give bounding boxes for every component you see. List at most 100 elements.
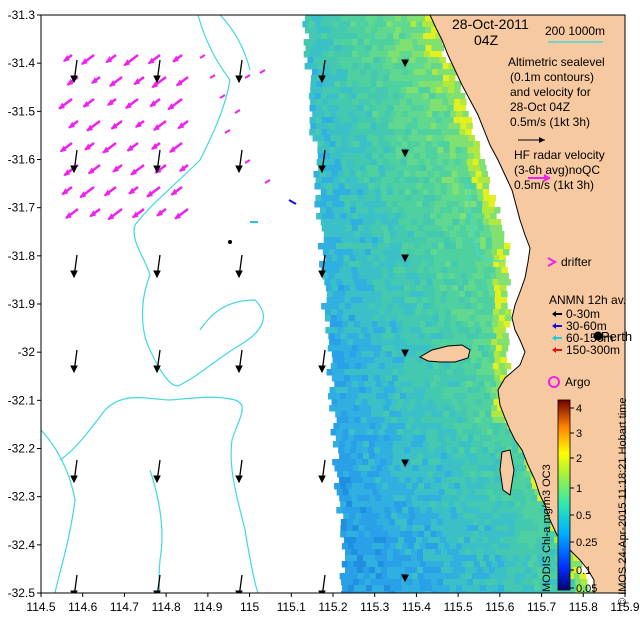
chl-pixel <box>321 129 328 136</box>
chl-pixel <box>525 495 532 502</box>
chl-pixel <box>413 339 420 346</box>
chl-pixel <box>466 159 474 166</box>
chl-pixel <box>473 153 481 160</box>
colorbar-bar <box>557 399 571 591</box>
chl-pixel <box>488 441 496 448</box>
chl-pixel <box>340 81 347 88</box>
chl-pixel <box>484 273 491 280</box>
chl-pixel <box>405 345 413 352</box>
alt-title-0: Altimetric sealevel <box>508 55 605 69</box>
chl-pixel <box>494 459 501 466</box>
chl-pixel <box>403 261 410 268</box>
chl-pixel <box>382 249 390 256</box>
chl-pixel <box>385 327 392 334</box>
chl-pixel <box>419 561 427 568</box>
chl-pixel <box>412 393 419 400</box>
chl-pixel <box>450 417 458 424</box>
chl-pixel <box>464 357 472 364</box>
chl-pixel <box>442 75 450 82</box>
chl-pixel <box>433 171 440 178</box>
chl-pixel <box>406 99 413 106</box>
chl-pixel <box>423 573 431 580</box>
chl-pixel <box>382 531 389 538</box>
chl-pixel <box>401 405 408 412</box>
chl-pixel <box>387 495 394 502</box>
chl-pixel <box>422 201 429 208</box>
chl-pixel <box>482 441 490 448</box>
chl-pixel <box>521 543 529 550</box>
chl-pixel <box>488 369 496 376</box>
chl-pixel <box>494 369 502 376</box>
chl-pixel <box>309 51 317 58</box>
chl-pixel <box>324 135 332 142</box>
chl-pixel <box>480 165 487 172</box>
chl-pixel <box>351 303 358 310</box>
chl-pixel <box>452 183 459 190</box>
chl-pixel <box>331 261 338 268</box>
chl-pixel <box>363 555 370 562</box>
chl-pixel <box>419 339 426 346</box>
chl-pixel <box>437 411 444 418</box>
chl-pixel <box>344 21 351 28</box>
chl-pixel <box>471 303 478 310</box>
chl-pixel <box>481 207 489 214</box>
chl-pixel <box>435 177 443 184</box>
chl-pixel <box>387 303 394 310</box>
chl-pixel <box>450 165 457 172</box>
chl-pixel <box>456 585 463 592</box>
chl-pixel <box>431 147 438 154</box>
chl-pixel <box>444 165 451 172</box>
chl-pixel <box>423 195 430 202</box>
chl-pixel <box>400 123 407 130</box>
chl-pixel <box>416 477 424 484</box>
chl-pixel <box>421 207 429 214</box>
chl-pixel <box>493 285 501 292</box>
chl-pixel <box>340 249 348 256</box>
chl-pixel <box>399 177 407 184</box>
chl-pixel <box>435 267 442 274</box>
chl-pixel <box>343 207 351 214</box>
chl-pixel <box>332 459 339 466</box>
chl-pixel <box>438 165 445 172</box>
chl-pixel <box>447 105 454 112</box>
chl-pixel <box>341 411 348 418</box>
chl-pixel <box>426 279 433 286</box>
chl-pixel <box>353 321 361 328</box>
chl-pixel <box>400 531 407 538</box>
chl-pixel <box>441 129 448 136</box>
chl-pixel <box>341 69 349 76</box>
chl-pixel <box>377 435 385 442</box>
chl-pixel <box>328 99 335 106</box>
chl-pixel <box>374 357 382 364</box>
chl-pixel <box>470 477 478 484</box>
chl-pixel <box>514 531 521 538</box>
chl-pixel <box>392 357 400 364</box>
chl-pixel <box>461 321 469 328</box>
chl-pixel <box>459 555 466 562</box>
chl-pixel <box>434 297 442 304</box>
y-tick-label: -31.7 <box>8 201 36 215</box>
chl-pixel <box>437 579 444 586</box>
chl-pixel <box>399 117 407 124</box>
chl-pixel <box>353 543 361 550</box>
chl-pixel <box>373 399 381 406</box>
chl-pixel <box>350 477 358 484</box>
colorbar-label: 3 <box>576 428 582 440</box>
chl-pixel <box>498 363 506 370</box>
chl-pixel <box>515 591 522 593</box>
chl-pixel <box>372 585 379 592</box>
chl-pixel <box>469 399 477 406</box>
chl-pixel <box>487 285 495 292</box>
chl-pixel <box>365 45 372 52</box>
chl-pixel <box>509 591 516 593</box>
chl-pixel <box>471 177 479 184</box>
chl-pixel <box>340 381 347 388</box>
chl-pixel <box>431 231 439 238</box>
x-tick-label: 115.6 <box>485 600 514 614</box>
chl-pixel <box>482 183 489 190</box>
chl-pixel <box>429 177 437 184</box>
chl-pixel <box>464 201 471 208</box>
chl-pixel <box>426 309 434 316</box>
chl-pixel <box>382 333 389 340</box>
chl-pixel <box>436 249 444 256</box>
